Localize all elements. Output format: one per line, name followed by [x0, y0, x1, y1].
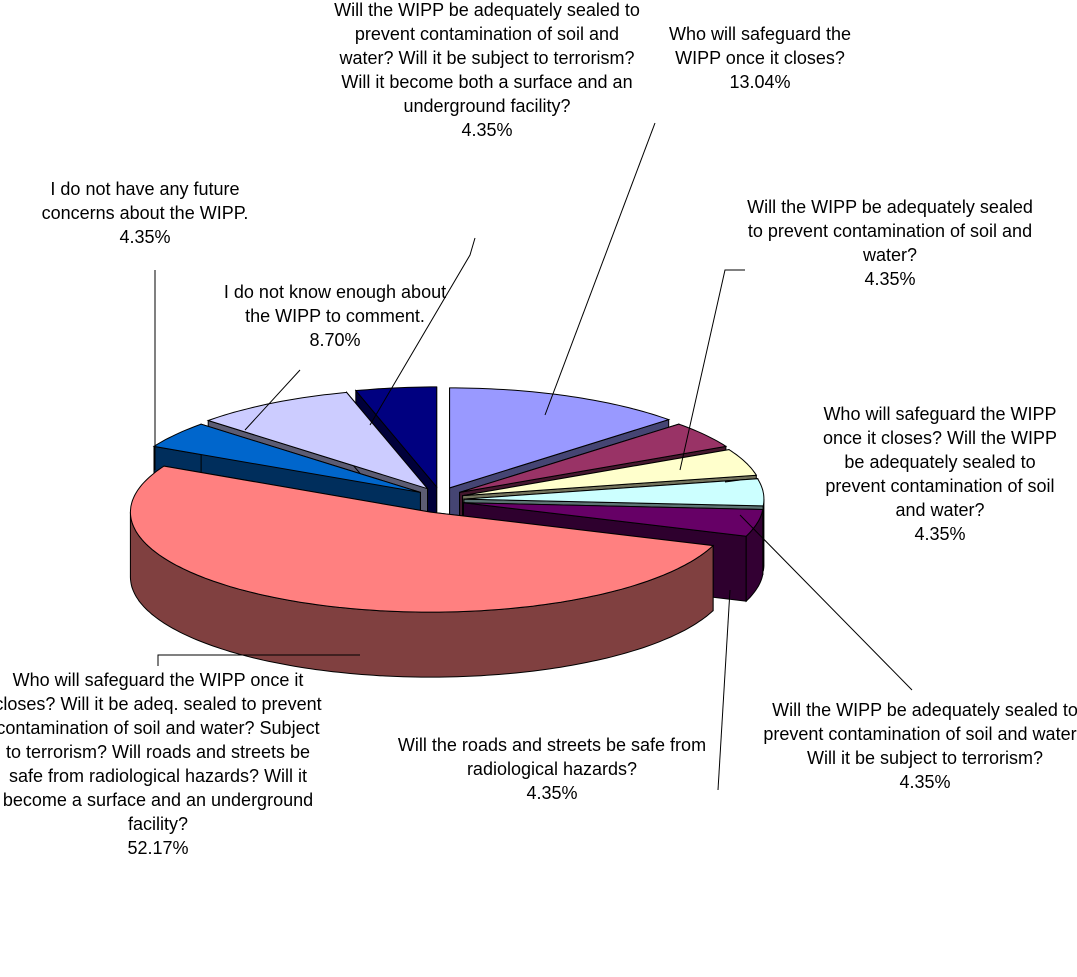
slice: [449, 387, 671, 489]
leader-line: [739, 514, 913, 691]
slice-label: Will the WIPP be adequately sealed to pr…: [760, 698, 1077, 794]
value-label: 4.35%: [914, 524, 966, 544]
category-text: I do not know enough about the WIPP to c…: [223, 282, 447, 326]
slice: [206, 391, 429, 490]
value-label: 4.35%: [899, 772, 951, 792]
value-label: 4.35%: [461, 120, 513, 140]
value-label: 4.35%: [526, 783, 578, 803]
slice-label: Who will safeguard the WIPP once it clos…: [0, 668, 323, 860]
category-text: Who will safeguard the WIPP once it clos…: [822, 404, 1058, 520]
leader-line: [679, 269, 745, 471]
slice: [463, 478, 765, 507]
leader-line: [244, 369, 301, 431]
category-text: Will the roads and streets be safe from …: [397, 735, 707, 779]
slice-wall: [762, 499, 765, 572]
slice: [129, 465, 715, 613]
value-label: 4.35%: [119, 227, 171, 247]
category-text: Who will safeguard the WIPP once it clos…: [0, 670, 322, 834]
value-label: 4.35%: [864, 269, 916, 289]
category-text: Who will safeguard the WIPP once it clos…: [668, 24, 852, 68]
category-text: Will the WIPP be adequately sealed to pr…: [334, 0, 640, 116]
slice: [463, 502, 764, 537]
slice: [354, 386, 438, 489]
slice-label: I do not have any future concerns about …: [35, 177, 255, 249]
leader-line: [369, 237, 476, 426]
slice-label: Who will safeguard the WIPP once it clos…: [655, 22, 865, 94]
slice: [459, 423, 728, 493]
leader-line: [724, 479, 741, 483]
slice-label: Will the WIPP be adequately sealed to pr…: [332, 0, 642, 142]
slice-label: Will the WIPP be adequately sealed to pr…: [740, 195, 1040, 291]
leader-line: [717, 589, 731, 791]
leader-line: [157, 654, 360, 666]
leader-line: [544, 122, 656, 416]
value-label: 8.70%: [309, 330, 361, 350]
value-label: 13.04%: [729, 72, 791, 92]
slice-label: Will the roads and streets be safe from …: [397, 733, 707, 805]
category-text: I do not have any future concerns about …: [41, 179, 249, 223]
slice-label: Who will safeguard the WIPP once it clos…: [815, 402, 1065, 546]
slice-label: I do not know enough about the WIPP to c…: [210, 280, 460, 352]
slice: [152, 423, 421, 493]
value-label: 52.17%: [127, 838, 189, 858]
category-text: Will the WIPP be adequately sealed to pr…: [763, 700, 1077, 768]
slice: [462, 449, 758, 497]
category-text: Will the WIPP be adequately sealed to pr…: [747, 197, 1033, 265]
